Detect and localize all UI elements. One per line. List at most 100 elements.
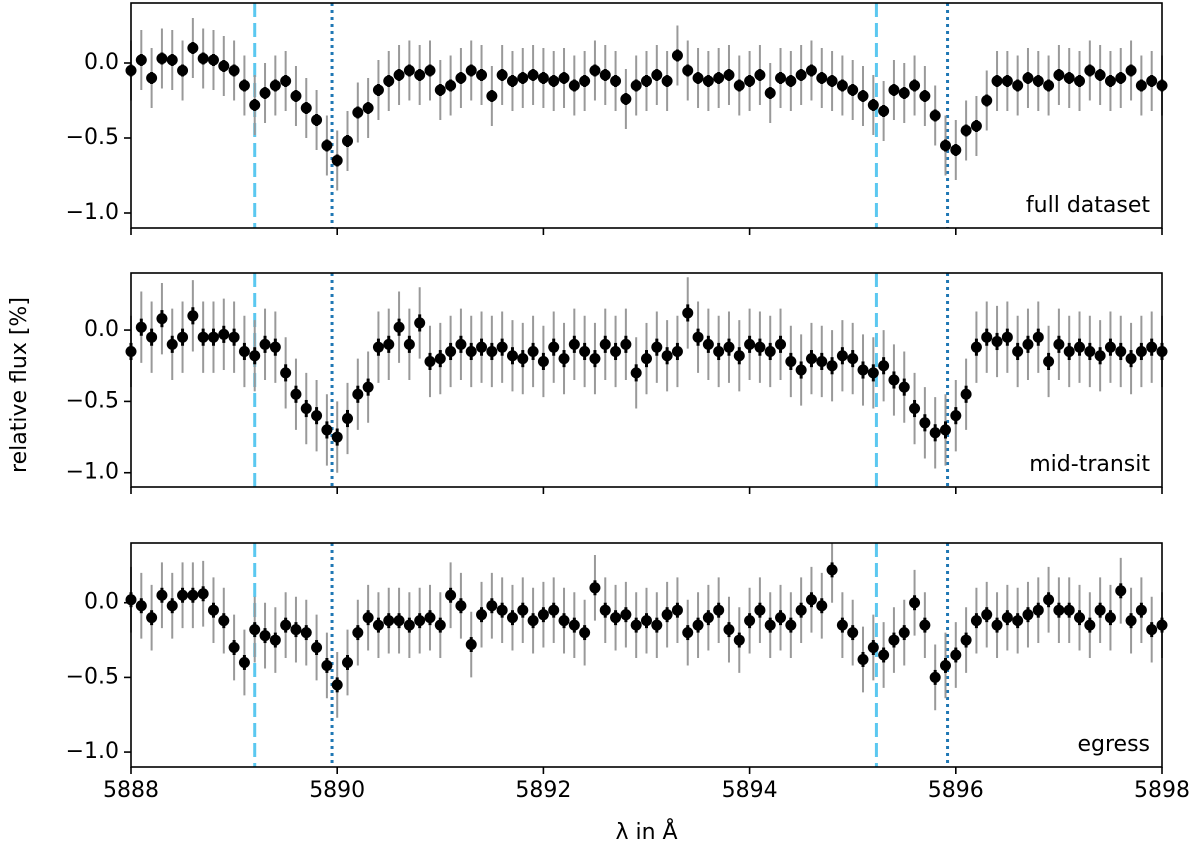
data-point	[1146, 341, 1158, 353]
data-point	[754, 69, 766, 81]
data-point	[342, 135, 354, 147]
data-point	[579, 627, 591, 639]
data-point	[1043, 594, 1055, 606]
data-point	[878, 649, 890, 661]
data-point	[878, 360, 890, 372]
data-point	[826, 564, 838, 576]
data-point	[764, 345, 776, 357]
data-point	[527, 345, 539, 357]
data-point	[682, 307, 694, 319]
data-point	[795, 364, 807, 376]
data-point	[970, 615, 982, 627]
data-point	[1063, 72, 1075, 84]
data-point	[836, 619, 848, 631]
data-point	[280, 619, 292, 631]
data-point	[970, 120, 982, 132]
data-point	[506, 75, 518, 87]
data-point	[589, 353, 601, 365]
data-point	[898, 627, 910, 639]
data-point	[445, 345, 457, 357]
y-tick-label: −0.5	[66, 664, 119, 689]
data-point	[1022, 609, 1034, 621]
data-point	[342, 413, 354, 425]
data-point	[970, 341, 982, 353]
data-point	[857, 653, 869, 665]
data-point	[455, 600, 467, 612]
data-point	[805, 353, 817, 365]
data-point	[517, 353, 529, 365]
data-point	[630, 619, 642, 631]
data-point	[671, 50, 683, 61]
data-point	[300, 403, 312, 415]
data-point	[135, 321, 147, 333]
data-point	[476, 609, 488, 621]
data-point	[620, 93, 632, 105]
data-point	[311, 114, 323, 126]
data-point	[1022, 72, 1034, 84]
y-axis-label: relative flux [%]	[7, 297, 32, 473]
data-point	[269, 341, 281, 353]
data-point	[496, 604, 508, 616]
data-point	[671, 604, 683, 616]
data-point	[558, 615, 570, 627]
data-point	[1012, 80, 1024, 91]
data-point	[1012, 345, 1024, 357]
data-point	[1063, 604, 1075, 616]
data-point	[898, 87, 910, 99]
x-tick-label: 5890	[309, 778, 365, 803]
data-point	[630, 367, 642, 379]
data-point	[1053, 338, 1065, 350]
data-point	[434, 353, 446, 365]
data-point	[218, 60, 230, 72]
data-point	[486, 345, 498, 357]
data-point	[424, 612, 436, 624]
data-point	[888, 634, 900, 646]
data-point	[300, 627, 312, 639]
data-point	[909, 80, 921, 91]
data-point	[372, 619, 384, 631]
data-point	[733, 350, 745, 362]
data-point	[218, 328, 230, 340]
data-point	[1146, 624, 1158, 636]
data-point	[1043, 355, 1055, 367]
data-point	[352, 388, 364, 400]
data-point	[352, 107, 364, 118]
data-point	[362, 612, 374, 624]
data-point	[548, 75, 560, 87]
data-point	[300, 102, 312, 114]
data-point	[1074, 612, 1086, 624]
data-point	[847, 84, 859, 96]
data-point	[960, 388, 972, 400]
axes-frame	[130, 272, 1163, 488]
data-point	[548, 604, 560, 616]
data-point	[1074, 341, 1086, 353]
data-point	[1125, 353, 1137, 365]
data-point	[135, 54, 147, 66]
data-point	[249, 350, 261, 362]
data-point	[867, 642, 879, 654]
data-point	[146, 331, 158, 343]
y-tick-label: −0.5	[66, 388, 119, 413]
data-point	[177, 65, 189, 76]
data-point	[517, 604, 529, 616]
data-point	[991, 75, 1003, 87]
data-point	[311, 410, 323, 422]
data-point	[383, 615, 395, 627]
data-point	[280, 75, 292, 87]
data-point	[1001, 331, 1013, 343]
data-point	[1104, 75, 1116, 87]
data-point	[723, 624, 735, 636]
data-point	[878, 105, 890, 117]
data-point	[754, 604, 766, 616]
data-point	[259, 630, 271, 642]
data-point	[620, 609, 632, 621]
panel-label: egress	[1077, 732, 1150, 757]
data-point	[929, 671, 941, 683]
data-point	[733, 634, 745, 646]
data-point	[599, 604, 611, 616]
data-point	[960, 125, 972, 136]
data-point	[393, 321, 405, 333]
data-point	[1135, 345, 1147, 357]
data-point	[290, 624, 302, 636]
data-point	[1104, 612, 1116, 624]
